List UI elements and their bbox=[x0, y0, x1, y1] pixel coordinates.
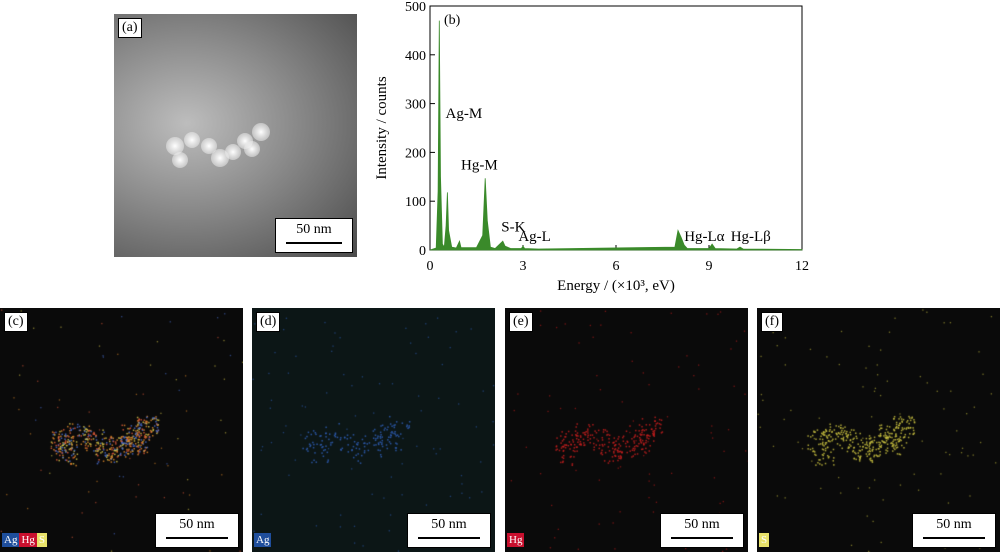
panel-f-dots bbox=[757, 308, 1000, 552]
panel-c-dots bbox=[0, 308, 243, 552]
panel-f-label: (f) bbox=[761, 312, 783, 332]
panel-d-legend: Ag bbox=[254, 533, 272, 547]
panel-e-legend: Hg bbox=[507, 533, 525, 547]
x-tick-label: 0 bbox=[427, 259, 434, 274]
panel-c-scalebar: 50 nm bbox=[155, 513, 239, 548]
peak-annotation: Hg-Lα bbox=[684, 229, 724, 245]
legend-ag: Ag bbox=[2, 533, 20, 547]
eds-spectrum-chart: (b) 0 3 6 9 12 0 100 200 300 400 500 Ag-M Hg-M S-KAg… bbox=[374, 0, 809, 294]
legend-s: S bbox=[759, 533, 770, 547]
panel-b-label: (b) bbox=[444, 13, 461, 28]
x-tick-label: 6 bbox=[613, 259, 620, 274]
panel-f-map: (f) S 50 nm bbox=[757, 308, 1000, 552]
peak-annotation: Hg-Lβ bbox=[731, 229, 771, 245]
panel-d-scalebar: 50 nm bbox=[407, 513, 491, 548]
x-tick-label: 3 bbox=[520, 259, 527, 274]
peak-annotation: Hg-M bbox=[461, 157, 498, 173]
y-tick-label: 100 bbox=[405, 195, 426, 210]
peak-annotation: S-K bbox=[501, 219, 525, 235]
panel-c-legend: Ag Hg S bbox=[2, 533, 48, 547]
legend-ag: Ag bbox=[254, 533, 272, 547]
panel-e-label: (e) bbox=[509, 312, 533, 332]
y-axis-label: Intensity / counts bbox=[374, 76, 390, 179]
panel-d-map: (d) Ag 50 nm bbox=[252, 308, 495, 552]
panel-c-map: (c) Ag Hg S 50 nm bbox=[0, 308, 243, 552]
x-tick-label: 12 bbox=[795, 259, 809, 274]
legend-hg: Hg bbox=[507, 533, 525, 547]
x-tick-label: 9 bbox=[706, 259, 713, 274]
panel-c-label: (c) bbox=[4, 312, 28, 332]
peak-annotation: Ag-M bbox=[446, 106, 483, 122]
panel-e-map: (e) Hg 50 nm bbox=[505, 308, 748, 552]
nanoparticles bbox=[166, 123, 270, 168]
y-tick-label: 500 bbox=[405, 0, 426, 15]
peak-annotation: Ag-L bbox=[518, 229, 551, 245]
panel-a-image: (a) 50 nm bbox=[114, 14, 357, 257]
panel-a-scalebar: 50 nm bbox=[275, 218, 353, 253]
y-tick-label: 0 bbox=[419, 244, 426, 259]
panel-e-scalebar: 50 nm bbox=[660, 513, 744, 548]
y-tick-label: 300 bbox=[405, 98, 426, 113]
panel-f-legend: S bbox=[759, 533, 770, 547]
legend-s: S bbox=[36, 533, 48, 547]
y-tick-label: 400 bbox=[405, 49, 426, 64]
spectrum-series bbox=[429, 20, 803, 251]
panel-e-dots bbox=[505, 308, 748, 552]
plot-frame bbox=[429, 5, 803, 251]
panel-d-dots bbox=[252, 308, 495, 552]
legend-hg: Hg bbox=[19, 533, 37, 547]
y-tick-label: 200 bbox=[405, 146, 426, 161]
panel-f-scalebar: 50 nm bbox=[912, 513, 996, 548]
panel-d-label: (d) bbox=[256, 312, 281, 332]
x-axis-label: Energy / (×10³, eV) bbox=[557, 278, 675, 294]
panel-a-label: (a) bbox=[118, 18, 142, 38]
